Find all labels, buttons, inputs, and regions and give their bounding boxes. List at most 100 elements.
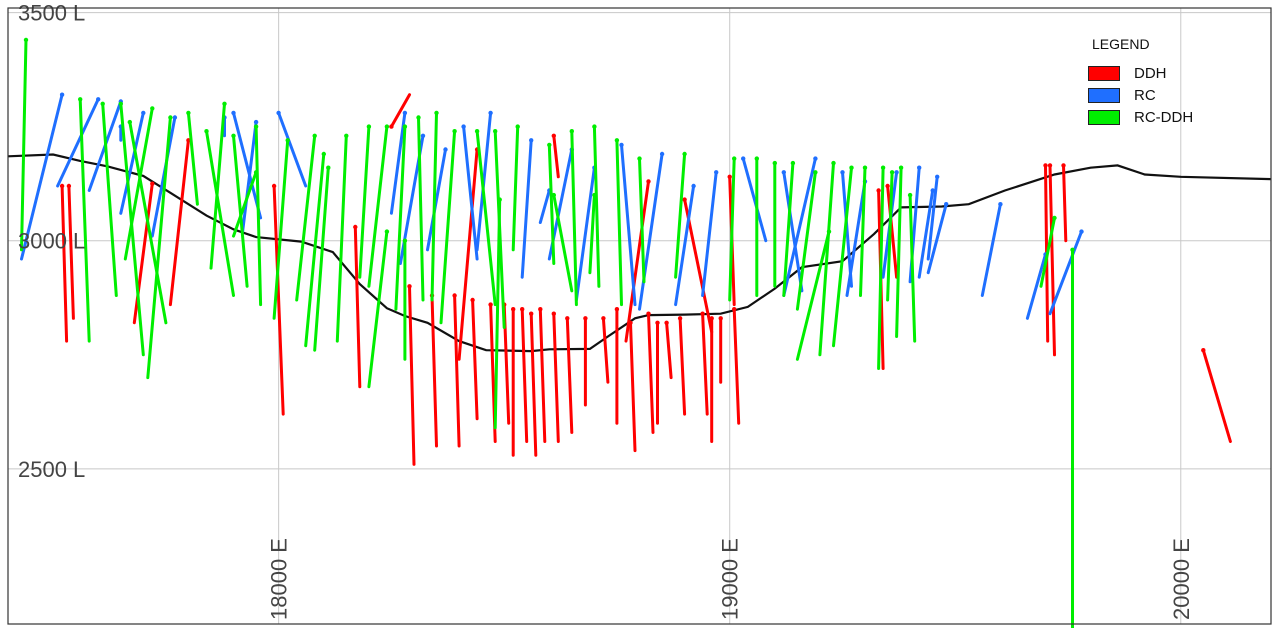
drill-hole-collar	[1079, 229, 1084, 234]
drill-hole-collar	[59, 92, 65, 97]
drill-hole-collar	[1070, 247, 1075, 252]
drill-hole-collar	[813, 156, 818, 161]
drill-hole-collar	[141, 110, 146, 116]
drill-hole-collar	[100, 101, 105, 107]
drill-hole-collar	[889, 170, 895, 175]
drill-hole-trace	[908, 193, 917, 343]
drill-hole-trace	[20, 38, 28, 252]
y-tick-label: 3500 L	[18, 1, 85, 26]
drill-hole-collar	[790, 160, 796, 166]
x-tick-labels: 18000 E 19000 E 20000 E	[267, 538, 1194, 620]
drill-hole-trace	[620, 143, 637, 307]
drill-hole-trace	[471, 298, 479, 421]
series-rc-ddh	[20, 37, 1075, 628]
drill-hole-collar	[78, 97, 83, 102]
drill-hole-trace	[277, 111, 308, 188]
y-tick-label: 2500 L	[18, 457, 85, 482]
drill-hole-collar	[876, 188, 881, 193]
drill-hole-collar	[493, 129, 498, 134]
drill-hole-collar	[998, 202, 1003, 207]
drill-hole-trace	[389, 111, 407, 215]
drill-hole-collar	[326, 165, 331, 170]
drill-hole-collar	[646, 311, 651, 316]
drill-hole-trace	[917, 189, 935, 279]
drill-hole-trace	[728, 157, 736, 302]
drill-hole-trace	[782, 170, 804, 293]
drill-hole-collar	[353, 224, 358, 230]
drill-hole-collar	[434, 110, 439, 116]
drill-hole-trace	[511, 125, 520, 252]
drill-hole-collar	[551, 133, 556, 138]
drill-hole-collar	[402, 124, 408, 129]
drill-hole-trace	[701, 312, 709, 416]
drill-hole-collar	[186, 110, 191, 116]
x-tick-label: 18000 E	[267, 538, 292, 620]
drill-hole-trace	[615, 138, 623, 307]
drill-hole-collar	[614, 138, 620, 143]
drill-hole-collar	[718, 316, 723, 321]
drill-hole-collar	[583, 316, 588, 321]
drill-hole-collar	[253, 124, 259, 129]
drill-hole-collar	[23, 37, 29, 43]
drill-hole-collar	[366, 124, 372, 129]
drill-hole-trace	[408, 284, 416, 466]
drill-hole-trace	[367, 230, 389, 389]
drill-hole-trace	[209, 102, 226, 270]
drill-hole-trace	[538, 189, 551, 224]
drill-holes	[20, 37, 1232, 628]
drill-hole-trace	[430, 294, 438, 448]
drill-hole-collar	[321, 151, 326, 157]
drill-hole-trace	[552, 134, 560, 179]
drill-hole-trace	[232, 170, 258, 238]
drill-hole-collar	[150, 106, 155, 111]
legend-title: LEGEND	[1092, 36, 1150, 52]
drill-hole-trace	[272, 184, 285, 416]
drill-hole-collar	[538, 307, 543, 312]
drill-hole-collar	[118, 101, 124, 107]
drill-hole-trace	[980, 202, 1002, 297]
drill-hole-trace	[877, 166, 885, 370]
drill-hole-collar	[691, 183, 696, 189]
drill-hole-collar	[497, 197, 502, 202]
drill-hole-collar	[772, 160, 777, 166]
drill-hole-trace	[629, 321, 637, 453]
legend-label-rc-ddh: RC-DDH	[1134, 108, 1194, 126]
drill-hole-trace	[1201, 348, 1232, 443]
drill-hole-trace	[859, 166, 867, 297]
drill-hole-collar	[732, 156, 737, 161]
drill-hole-trace	[457, 148, 479, 361]
drill-hole-trace	[426, 148, 447, 252]
drill-hole-collar	[253, 119, 259, 125]
drill-hole-collar	[637, 156, 642, 161]
drill-hole-collar	[461, 124, 466, 129]
drill-hole-collar	[474, 129, 480, 134]
drill-hole-collar	[655, 320, 660, 325]
drill-hole-collar	[880, 165, 886, 170]
drill-hole-collar	[470, 297, 475, 303]
drill-hole-collar	[66, 183, 72, 189]
legend-item-ddh: DDH	[1088, 62, 1230, 84]
y-tick-label: 3000 L	[18, 229, 85, 254]
x-tick-label: 20000 E	[1169, 538, 1194, 620]
drill-hole-trace	[462, 125, 479, 261]
drill-hole-collar	[420, 133, 426, 138]
series-ddh	[59, 93, 1232, 466]
drill-hole-trace	[926, 175, 939, 261]
drill-hole-trace	[475, 111, 493, 252]
drill-hole-trace	[741, 157, 768, 243]
drill-hole-collar	[253, 170, 259, 175]
drill-hole-trace	[60, 184, 69, 343]
drill-hole-collar	[682, 197, 687, 202]
drill-hole-trace	[818, 161, 835, 357]
drill-hole-collar	[646, 179, 651, 184]
drill-hole-collar	[944, 202, 949, 207]
drill-hole-trace	[1048, 163, 1056, 357]
drill-hole-collar	[416, 115, 421, 120]
drill-hole-trace	[272, 138, 290, 320]
drill-hole-trace	[353, 225, 362, 389]
drill-hole-collar	[862, 165, 868, 170]
drill-hole-collar	[569, 129, 574, 134]
drill-hole-collar	[781, 170, 786, 175]
drill-hole-collar	[127, 119, 132, 125]
